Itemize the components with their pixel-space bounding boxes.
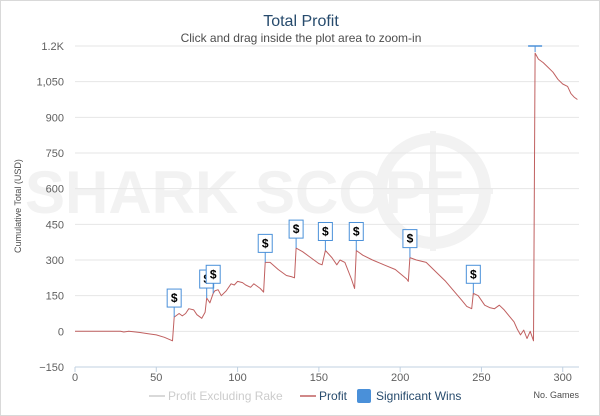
flag-dollar-label: $ (210, 267, 217, 281)
flag-box (402, 229, 418, 249)
x-tick-label: 200 (391, 372, 409, 384)
y-tick-label: −150 (39, 362, 64, 374)
flag-box (465, 264, 481, 284)
x-axis-title: No. Games (533, 390, 579, 400)
y-tick-label: 450 (46, 219, 64, 231)
x-tick-label: 100 (228, 372, 246, 384)
y-tick-label: 900 (46, 112, 64, 124)
flag-box (348, 221, 364, 241)
legend-item-profit-excluding-rake[interactable]: Profit Excluding Rake (149, 389, 283, 403)
flag-box (166, 288, 182, 308)
significant-win-flags: $$$$$$$$$ (166, 45, 543, 318)
flag-dollar-label: $ (407, 232, 414, 246)
significant-win-flag[interactable]: $ (317, 221, 333, 251)
flag-dollar-label: $ (171, 291, 178, 305)
flag-box (257, 233, 273, 253)
watermark-scope-icon (373, 131, 493, 251)
chart-subtitle: Click and drag inside the plot area to z… (181, 31, 422, 45)
legend-item-significant-wins[interactable]: Significant Wins (357, 389, 461, 403)
y-tick-label: 750 (46, 148, 64, 160)
legend-label-significant-wins: Significant Wins (376, 389, 461, 403)
significant-win-flag[interactable]: $ (257, 233, 273, 263)
x-tick-labels: 0 50 100 150 200 250 300 (72, 366, 579, 384)
x-tick-label: 150 (310, 372, 328, 384)
x-tick-label: 300 (554, 372, 572, 384)
x-tick-label: 0 (72, 372, 78, 384)
y-tick-label: 1,050 (36, 77, 64, 89)
grid-lines (75, 45, 579, 368)
y-tick-label: 1.2K (41, 41, 64, 53)
y-tick-label: 150 (46, 291, 64, 303)
y-tick-label: 600 (46, 184, 64, 196)
flag-box (205, 264, 221, 284)
flag-box (317, 221, 333, 241)
significant-win-flag[interactable]: $ (288, 219, 304, 249)
y-tick-label: 0 (58, 326, 64, 338)
y-tick-label: 300 (46, 255, 64, 267)
legend-swatch-significant-wins (357, 389, 371, 403)
y-tick-labels: −150 0 150 300 450 600 750 900 1,050 1.2K (36, 41, 64, 374)
flag-dollar-label: $ (262, 236, 269, 250)
flag-dollar-label: $ (470, 267, 477, 281)
profit-line (75, 52, 578, 342)
flag-dollar-label: $ (322, 224, 329, 238)
significant-win-flag[interactable]: $ (465, 264, 481, 294)
legend-item-profit[interactable]: Profit (300, 389, 348, 403)
flag-dollar-label: $ (353, 224, 360, 238)
significant-win-flag[interactable]: $ (348, 221, 364, 251)
significant-win-flag[interactable]: $ (205, 264, 221, 294)
plot-area[interactable] (75, 52, 578, 342)
x-tick-label: 250 (472, 372, 490, 384)
y-axis-title: Cumulative Total (USD) (13, 159, 23, 253)
legend-label-profit: Profit (319, 389, 348, 403)
significant-win-flag[interactable]: $ (166, 288, 182, 318)
legend: Profit Excluding Rake Profit Significant… (149, 389, 461, 403)
flag-box (288, 219, 304, 239)
x-tick-label: 50 (150, 372, 162, 384)
legend-label-profit-excluding-rake: Profit Excluding Rake (168, 389, 283, 403)
chart-title: Total Profit (263, 13, 339, 30)
significant-win-flag[interactable]: $ (402, 229, 418, 258)
flag-dollar-label: $ (293, 222, 300, 236)
